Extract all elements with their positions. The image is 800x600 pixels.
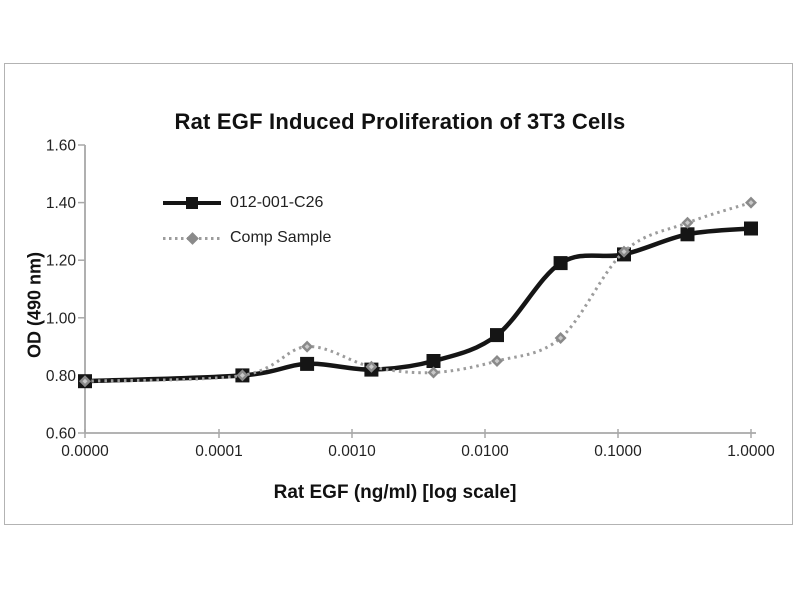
series-1-point-marker-center bbox=[748, 200, 754, 206]
y-axis-title: OD (490 nm) bbox=[24, 251, 45, 359]
y-tick-label: 1.20 bbox=[46, 253, 77, 270]
series-1-point-marker-center bbox=[304, 344, 310, 350]
series-line-1 bbox=[84, 201, 752, 383]
series-0-point-marker bbox=[744, 221, 758, 236]
y-tick-label: 0.60 bbox=[46, 426, 77, 443]
series-0-point-marker bbox=[426, 354, 441, 368]
diamond-marker-icon bbox=[186, 232, 199, 245]
series-1-point-marker-center bbox=[558, 335, 564, 341]
legend-line-solid bbox=[163, 195, 221, 211]
legend-line-dotted bbox=[163, 230, 221, 246]
chart-title: Rat EGF Induced Proliferation of 3T3 Cel… bbox=[174, 109, 626, 134]
series-0-point-marker bbox=[680, 227, 695, 242]
x-tick-label: 0.1000 bbox=[594, 443, 642, 460]
chart-frame bbox=[4, 63, 793, 525]
series-1-point-marker-center bbox=[431, 370, 436, 375]
series-1-point-marker-center bbox=[621, 249, 627, 255]
series-1-point-marker-center bbox=[685, 220, 690, 226]
legend-label-series-1: Comp Sample bbox=[230, 229, 332, 246]
series-0-point-marker bbox=[490, 328, 504, 343]
series-1-point-marker-center bbox=[82, 378, 88, 384]
series-0-point-marker bbox=[553, 256, 568, 271]
legend-item-series-0: 012-001-C26 bbox=[163, 194, 331, 211]
x-tick-label: 0.0100 bbox=[461, 443, 509, 460]
legend: 012-001-C26 Comp Sample bbox=[163, 194, 332, 265]
x-tick-label: 1.0000 bbox=[727, 443, 775, 460]
legend-label-series-0: 012-001-C26 bbox=[230, 194, 324, 211]
x-tick-label: 0.0001 bbox=[195, 443, 242, 460]
x-axis-title: Rat EGF (ng/ml) [log scale] bbox=[273, 482, 517, 503]
y-tick-label: 1.60 bbox=[46, 138, 77, 155]
series-1-point-marker-center bbox=[368, 364, 374, 370]
x-tick-label: 0.0010 bbox=[328, 443, 376, 460]
legend-item-series-1: Comp Sample bbox=[163, 229, 332, 246]
series-1-point-marker-center bbox=[494, 358, 500, 364]
x-tick-label: 0.0000 bbox=[61, 443, 109, 460]
y-tick-label: 1.00 bbox=[46, 310, 77, 327]
series-1-point-marker-center bbox=[239, 372, 245, 378]
series-line-0 bbox=[84, 226, 752, 384]
y-tick-label: 0.80 bbox=[46, 368, 77, 385]
series-0-point-marker bbox=[300, 356, 315, 371]
square-marker-icon bbox=[186, 197, 198, 209]
y-tick-label: 1.40 bbox=[46, 195, 77, 212]
